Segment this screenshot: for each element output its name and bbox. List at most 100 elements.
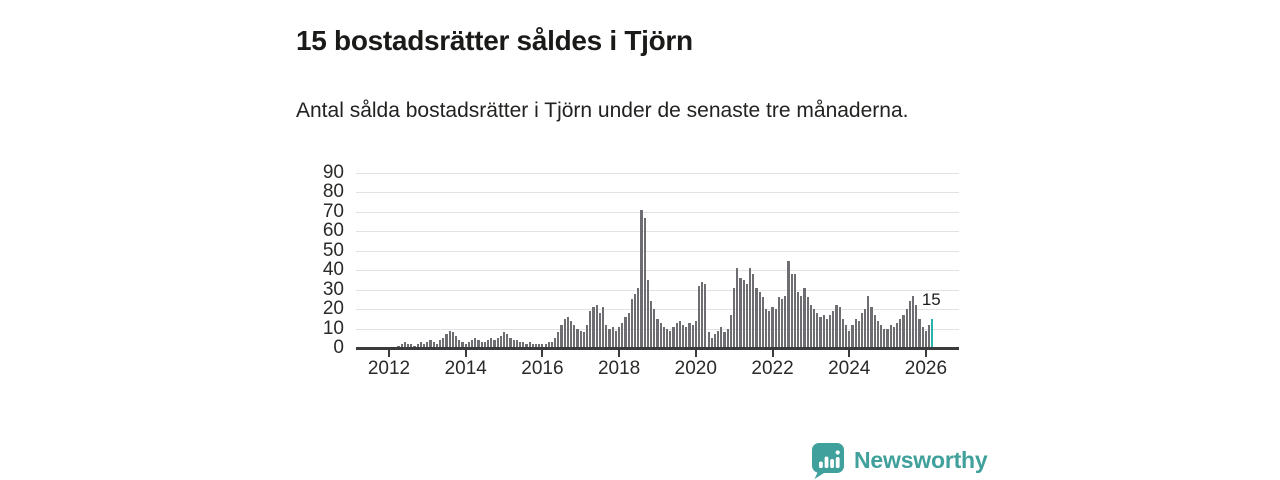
bar	[557, 332, 560, 348]
bar	[918, 318, 921, 348]
bar	[483, 342, 486, 348]
x-tick-label: 2018	[597, 358, 641, 379]
bar	[886, 328, 889, 348]
y-tick-label: 20	[322, 298, 344, 320]
bar	[729, 314, 733, 348]
x-tick-mark	[618, 350, 621, 357]
bar	[806, 297, 809, 348]
bar	[912, 295, 915, 348]
bar	[739, 278, 742, 348]
bar	[547, 342, 550, 348]
bar	[889, 324, 892, 348]
bar	[490, 338, 493, 348]
bar	[486, 340, 490, 348]
bar	[595, 305, 598, 348]
bar	[768, 311, 771, 348]
bar	[765, 309, 768, 348]
bar	[522, 342, 525, 348]
bar	[892, 326, 896, 348]
x-tick-mark	[541, 350, 544, 357]
bar	[586, 324, 589, 348]
bar	[908, 301, 912, 348]
bar	[496, 338, 499, 348]
bar	[563, 318, 566, 348]
bar	[602, 307, 605, 348]
bar	[464, 344, 467, 348]
bar	[534, 344, 538, 348]
bar	[611, 326, 614, 348]
bar	[902, 314, 905, 348]
bar	[598, 313, 602, 348]
x-tick-mark	[464, 350, 467, 357]
bar	[838, 307, 841, 348]
bar	[502, 332, 506, 348]
y-tick-label: 30	[322, 278, 344, 300]
y-tick-label: 10	[322, 317, 344, 339]
bar	[653, 309, 656, 348]
highlighted-bar	[931, 318, 934, 348]
bar	[749, 268, 752, 348]
bar	[445, 334, 448, 348]
gridline	[356, 250, 959, 252]
gridline	[356, 231, 959, 233]
bar	[697, 285, 701, 348]
bar	[726, 328, 729, 348]
bar	[899, 318, 902, 348]
bar	[461, 342, 464, 348]
bar	[713, 334, 717, 348]
bar	[515, 340, 518, 348]
bar	[691, 324, 694, 348]
x-tick-mark	[924, 350, 927, 357]
bar	[678, 320, 681, 348]
bar	[637, 287, 640, 348]
bar	[835, 305, 838, 348]
chart-subtitle: Antal sålda bostadsrätter i Tjörn under …	[296, 99, 909, 122]
bar	[630, 299, 633, 348]
gridline	[356, 270, 959, 272]
bar	[771, 307, 774, 348]
bar	[745, 283, 749, 348]
bar	[560, 324, 563, 348]
x-tick-label: 2026	[904, 358, 948, 379]
bar	[592, 307, 595, 348]
x-tick-mark	[848, 350, 851, 357]
x-tick-label: 2012	[367, 358, 411, 379]
bar	[435, 344, 439, 348]
y-tick-label: 50	[322, 239, 344, 261]
bar	[777, 297, 780, 348]
bar	[448, 330, 451, 348]
bar	[915, 305, 918, 348]
bar	[793, 274, 796, 348]
gridline	[356, 289, 959, 291]
bar	[649, 301, 653, 348]
bar	[633, 293, 637, 348]
bar	[662, 326, 665, 348]
bar	[841, 318, 844, 348]
bar	[407, 344, 410, 348]
bar	[883, 328, 886, 348]
bar	[828, 314, 832, 348]
x-tick-mark	[694, 350, 697, 357]
bar	[860, 313, 864, 348]
y-tick-label: 60	[322, 220, 344, 242]
bar	[832, 311, 835, 348]
newsworthy-logo-text: Newsworthy	[854, 447, 988, 473]
bar	[499, 336, 502, 348]
bar	[774, 309, 777, 348]
bar	[733, 287, 736, 348]
bar	[819, 316, 822, 348]
bar	[627, 313, 630, 348]
bar	[423, 344, 426, 348]
bar	[474, 338, 477, 348]
bar	[800, 295, 803, 348]
bar	[624, 316, 627, 348]
bar	[621, 322, 624, 348]
bar	[864, 309, 867, 348]
bar	[570, 320, 573, 348]
bar	[675, 322, 678, 348]
bar	[608, 328, 611, 348]
bar	[784, 295, 787, 348]
bar	[880, 324, 883, 348]
y-tick-label: 90	[322, 162, 344, 184]
newsworthy-logo[interactable]: Newsworthy	[810, 440, 988, 480]
